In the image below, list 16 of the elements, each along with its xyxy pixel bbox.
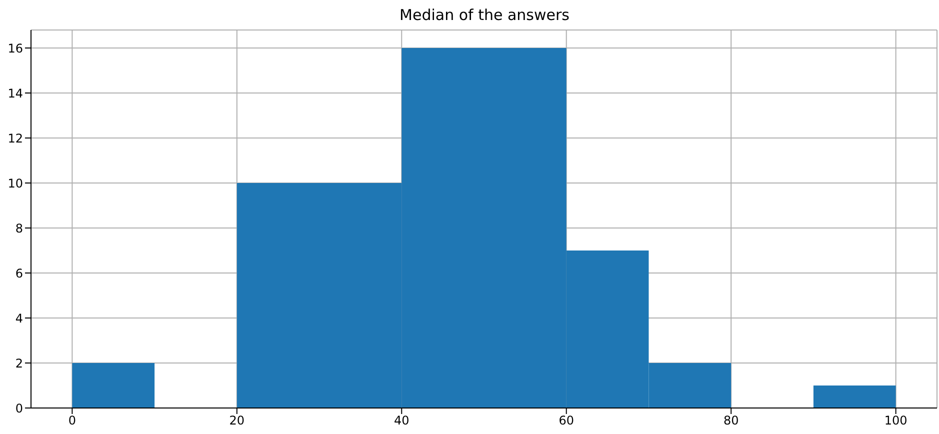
y-tick-label: 8	[15, 221, 23, 236]
y-tick-label: 14	[8, 86, 23, 100]
y-tick-label: 10	[8, 176, 23, 190]
y-tick-label: 0	[15, 401, 23, 416]
x-tick-label: 60	[558, 414, 574, 428]
y-tick-label: 6	[15, 266, 23, 280]
y-tick-label: 4	[15, 311, 23, 326]
x-tick-label: 0	[68, 414, 76, 428]
y-tick-label: 16	[8, 41, 23, 56]
x-tick-label: 80	[723, 414, 739, 428]
y-tick-label: 12	[8, 131, 23, 146]
x-tick-label: 40	[394, 414, 410, 428]
chart-title: Median of the answers	[398, 6, 570, 24]
y-tick-label: 2	[15, 356, 23, 370]
x-tick-label: 20	[229, 414, 245, 428]
x-tick-label: 100	[884, 414, 908, 428]
